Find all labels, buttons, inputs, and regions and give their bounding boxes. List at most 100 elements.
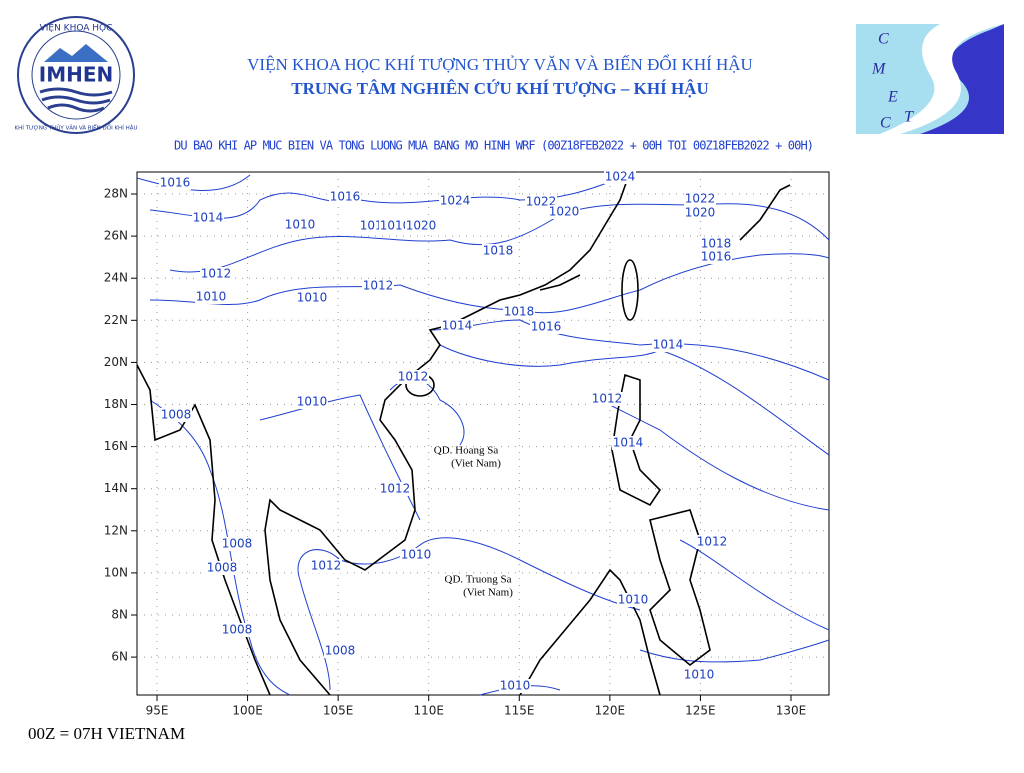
contour-label: 1010 xyxy=(500,679,531,693)
logo-letter: C xyxy=(878,31,889,48)
logo-letter: E xyxy=(887,89,898,106)
contour-label: 1018 xyxy=(504,305,535,319)
label-bg xyxy=(652,338,684,352)
contour-label: 1008 xyxy=(222,623,253,637)
label-bg xyxy=(221,623,253,637)
label-bg xyxy=(379,219,411,233)
logo-letter: M xyxy=(871,61,887,78)
place-country: (Viet Nam) xyxy=(451,458,501,470)
contour-label: 1012 xyxy=(398,370,429,384)
lat-tick-label: 14N xyxy=(104,481,128,495)
place-name: QD. Truong Sa xyxy=(445,574,512,586)
contour-label: 1016 xyxy=(160,176,191,190)
lat-tick-label: 24N xyxy=(104,271,128,285)
contour-label: 1014 xyxy=(653,338,684,352)
label-bg xyxy=(379,482,411,496)
contour-label: 1012 xyxy=(311,559,342,573)
label-bg xyxy=(200,267,232,281)
label-bg xyxy=(195,290,227,304)
contour-label: 1014 xyxy=(442,319,473,333)
contour-label: 1018 xyxy=(483,244,514,258)
label-bg xyxy=(499,679,531,693)
label-bg xyxy=(604,170,636,184)
logo-text: VIỆN KHOA HỌC xyxy=(40,22,113,34)
map-title: DU BAO KHI AP MUC BIEN VA TONG LUONG MUA… xyxy=(174,139,814,153)
contour-label: 1010 xyxy=(618,593,649,607)
lon-tick-label: 125E xyxy=(685,704,716,718)
contour-label: 1012 xyxy=(697,535,728,549)
label-bg xyxy=(362,279,394,293)
contour-label: 1010 xyxy=(380,219,411,233)
contour-label: 1012 xyxy=(201,267,232,281)
lon-tick-label: 110E xyxy=(413,704,444,718)
lon-tick-label: 130E xyxy=(776,704,807,718)
lon-tick-label: 120E xyxy=(595,704,626,718)
label-bg xyxy=(310,559,342,573)
label-bg xyxy=(591,392,623,406)
label-bg xyxy=(160,408,192,422)
lat-tick-label: 8N xyxy=(111,608,128,622)
label-bg xyxy=(397,370,429,384)
contour-label: 1012 xyxy=(363,279,394,293)
lon-tick-label: 100E xyxy=(232,704,263,718)
contour-label: 1012 xyxy=(592,392,623,406)
logo-letter: C xyxy=(880,115,891,132)
contour-label: 1020 xyxy=(685,206,716,220)
imhen-logo: IMHEN VIỆN KHOA HỌC KHÍ TƯỢNG THỦY VĂN V… xyxy=(14,16,138,134)
contour-label: 1012 xyxy=(380,482,411,496)
lat-tick-label: 18N xyxy=(104,397,128,411)
footer-note: 00Z = 07H VIETNAM xyxy=(28,724,185,743)
label-bg xyxy=(192,211,224,225)
label-bg xyxy=(683,668,715,682)
label-bg xyxy=(439,194,471,208)
label-bg xyxy=(329,190,361,204)
lat-tick-label: 28N xyxy=(104,187,128,201)
contour-label: 1010 xyxy=(297,291,328,305)
label-bg xyxy=(700,237,732,251)
logo-text: KHÍ TƯỢNG THỦY VĂN VÀ BIẾN ĐỔI KHÍ HẬU xyxy=(14,124,137,132)
contour-label: 1014 xyxy=(193,211,224,225)
label-bg xyxy=(684,206,716,220)
label-bg xyxy=(159,176,191,190)
label-bg xyxy=(324,644,356,658)
label-bg xyxy=(617,593,649,607)
center-name: TRUNG TÂM NGHIÊN CỨU KHÍ TƯỢNG – KHÍ HẬU xyxy=(291,79,708,98)
label-bg xyxy=(530,320,562,334)
label-bg xyxy=(684,192,716,206)
label-bg xyxy=(441,319,473,333)
label-bg xyxy=(405,219,437,233)
contour-label: 1016 xyxy=(531,320,562,334)
contour-label: 1022 xyxy=(685,192,716,206)
lat-tick-label: 12N xyxy=(104,523,128,537)
lat-tick-label: 22N xyxy=(104,313,128,327)
contour-label: 1014 xyxy=(613,436,644,450)
logo-letter: T xyxy=(904,109,914,126)
label-bg xyxy=(503,305,535,319)
label-bg xyxy=(696,535,728,549)
contour-label: 1008 xyxy=(161,408,192,422)
label-bg xyxy=(482,244,514,258)
logo-name: IMHEN xyxy=(39,63,113,87)
lat-tick-label: 10N xyxy=(104,565,128,579)
contour-label: 1010 xyxy=(401,548,432,562)
label-bg xyxy=(548,205,580,219)
contour-label: 1008 xyxy=(325,644,356,658)
label-bg xyxy=(700,250,732,264)
lat-tick-label: 26N xyxy=(104,229,128,243)
lon-tick-label: 105E xyxy=(323,704,354,718)
institute-name: VIỆN KHOA HỌC KHÍ TƯỢNG THỦY VĂN VÀ BIẾN… xyxy=(247,54,753,74)
lat-tick-label: 20N xyxy=(104,355,128,369)
label-bg xyxy=(206,561,238,575)
contour-label: 1008 xyxy=(207,561,238,575)
place-name: QD. Hoang Sa xyxy=(434,445,499,457)
label-bg xyxy=(296,291,328,305)
lon-tick-label: 115E xyxy=(504,704,535,718)
contour-label: 1018 xyxy=(701,237,732,251)
contour-label: 1010 xyxy=(684,668,715,682)
label-bg xyxy=(221,537,253,551)
label-bg xyxy=(284,218,316,232)
contour-label: 1016 xyxy=(701,250,732,264)
place-country: (Viet Nam) xyxy=(463,587,513,599)
contour-label: 1016 xyxy=(330,190,361,204)
contour-label: 1024 xyxy=(440,194,471,208)
